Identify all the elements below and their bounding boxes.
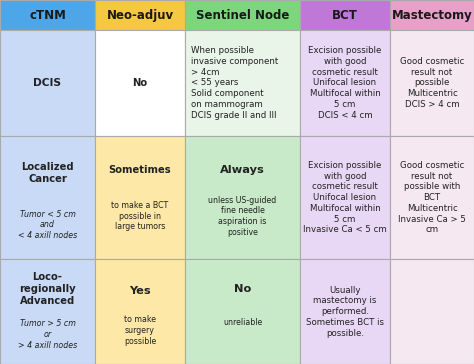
Text: to make a BCT
possible in
large tumors: to make a BCT possible in large tumors bbox=[111, 201, 169, 232]
Bar bbox=[390, 30, 474, 136]
Text: No: No bbox=[234, 284, 251, 294]
Text: DCIS: DCIS bbox=[34, 78, 62, 88]
Bar bbox=[95, 0, 185, 30]
Text: When possible
invasive component
> 4cm
< 55 years
Solid component
on mammogram
D: When possible invasive component > 4cm <… bbox=[191, 46, 278, 120]
Text: Sentinel Node: Sentinel Node bbox=[196, 9, 289, 21]
Text: Sometimes: Sometimes bbox=[109, 165, 171, 175]
Bar bbox=[95, 136, 185, 260]
Bar bbox=[185, 136, 300, 260]
Bar bbox=[390, 0, 474, 30]
Bar bbox=[185, 260, 300, 364]
Bar bbox=[0, 136, 95, 260]
Bar bbox=[300, 260, 390, 364]
Bar bbox=[0, 30, 95, 136]
Bar bbox=[390, 136, 474, 260]
Text: Always: Always bbox=[220, 165, 265, 175]
Text: Localized
Cancer: Localized Cancer bbox=[21, 162, 74, 184]
Text: cTNM: cTNM bbox=[29, 9, 66, 21]
Text: Mastectomy: Mastectomy bbox=[392, 9, 473, 21]
Bar bbox=[95, 30, 185, 136]
Bar bbox=[300, 0, 390, 30]
Text: Excision possible
with good
cosmetic result
Unifocal lesion
Multifocal within
5 : Excision possible with good cosmetic res… bbox=[308, 46, 382, 120]
Text: No: No bbox=[132, 78, 147, 88]
Bar bbox=[185, 0, 300, 30]
Bar bbox=[390, 260, 474, 364]
Bar bbox=[0, 0, 95, 30]
Text: Good cosmetic
result not
possible with
BCT
Multicentric
Invasive Ca > 5
cm: Good cosmetic result not possible with B… bbox=[398, 161, 466, 234]
Text: unreliable: unreliable bbox=[223, 318, 262, 327]
Text: Tumor > 5 cm
or
> 4 axill nodes: Tumor > 5 cm or > 4 axill nodes bbox=[18, 320, 77, 350]
Text: BCT: BCT bbox=[332, 9, 358, 21]
Text: Yes: Yes bbox=[129, 286, 151, 296]
Bar bbox=[0, 260, 95, 364]
Text: Excision possible
with good
cosmetic result
Unifocal lesion
Multifocal within
5 : Excision possible with good cosmetic res… bbox=[303, 161, 387, 234]
Bar bbox=[185, 30, 300, 136]
Bar bbox=[95, 260, 185, 364]
Text: Tumor < 5 cm
and
< 4 axill nodes: Tumor < 5 cm and < 4 axill nodes bbox=[18, 210, 77, 240]
Text: Neo-adjuv: Neo-adjuv bbox=[107, 9, 173, 21]
Bar bbox=[300, 136, 390, 260]
Bar bbox=[300, 30, 390, 136]
Text: Loco-
regionally
Advanced: Loco- regionally Advanced bbox=[19, 272, 76, 306]
Text: to make
surgery
possible: to make surgery possible bbox=[124, 315, 156, 346]
Text: Usually
mastectomy is
performed.
Sometimes BCT is
possible.: Usually mastectomy is performed. Sometim… bbox=[306, 286, 384, 338]
Text: unless US-guided
fine needle
aspiration is
positive: unless US-guided fine needle aspiration … bbox=[209, 195, 277, 237]
Text: Good cosmetic
result not
possible
Multicentric
DCIS > 4 cm: Good cosmetic result not possible Multic… bbox=[400, 57, 464, 109]
